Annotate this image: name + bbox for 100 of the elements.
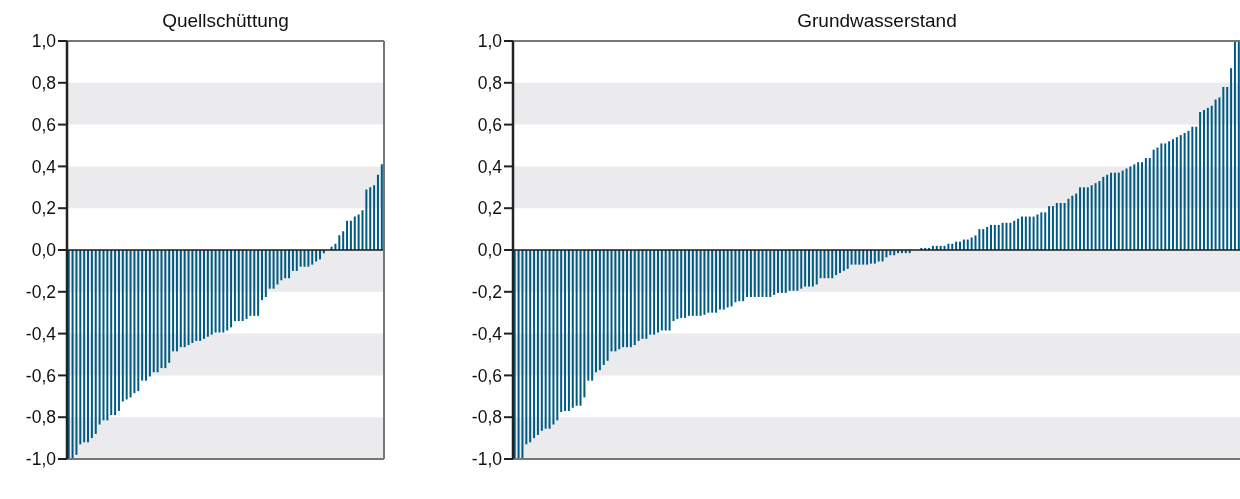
bar xyxy=(129,250,132,398)
bar xyxy=(291,250,294,271)
bar xyxy=(1230,68,1233,250)
bar xyxy=(823,250,826,279)
bar xyxy=(858,250,861,265)
bar xyxy=(680,250,683,318)
bar xyxy=(560,250,563,412)
bar xyxy=(303,250,306,267)
bar xyxy=(268,250,271,289)
bar xyxy=(707,250,710,313)
bar xyxy=(1032,216,1035,250)
bar xyxy=(1148,158,1151,250)
bar xyxy=(1017,218,1020,250)
bar xyxy=(226,250,229,331)
bar xyxy=(703,250,706,315)
bar xyxy=(579,250,582,406)
bar xyxy=(307,250,310,267)
bar xyxy=(1063,202,1066,250)
bar xyxy=(79,250,82,445)
bar xyxy=(993,224,996,250)
bar xyxy=(1206,107,1209,250)
bar xyxy=(357,214,360,250)
bar xyxy=(1164,143,1167,250)
bar xyxy=(230,250,233,328)
bar xyxy=(1171,139,1174,250)
bar xyxy=(622,250,625,348)
bar xyxy=(172,250,175,352)
bar xyxy=(233,250,236,322)
y-tick-label: 0,4 xyxy=(477,156,503,177)
bar xyxy=(1036,214,1039,250)
bar xyxy=(1129,166,1132,250)
y-tick-label: 1,0 xyxy=(31,31,57,52)
bar xyxy=(1175,137,1178,250)
y-tick-label: -1,0 xyxy=(25,449,57,470)
bar xyxy=(175,250,178,352)
bar xyxy=(1086,187,1089,250)
bar xyxy=(276,250,279,285)
bar xyxy=(676,250,679,319)
bar xyxy=(575,250,578,406)
bar xyxy=(237,250,240,322)
y-tick-label: 0,6 xyxy=(477,114,502,135)
bar xyxy=(749,250,752,298)
bar xyxy=(641,250,644,339)
bar xyxy=(1013,220,1016,250)
bar xyxy=(1141,162,1144,250)
bar xyxy=(133,250,136,394)
bar xyxy=(299,250,302,267)
bar xyxy=(1187,130,1190,250)
bar xyxy=(191,250,194,344)
bar xyxy=(257,250,260,316)
bar xyxy=(792,250,795,291)
bar xyxy=(986,227,989,250)
bar xyxy=(365,189,368,250)
bar xyxy=(850,250,853,265)
bar xyxy=(866,250,869,265)
bar xyxy=(978,229,981,250)
bar xyxy=(645,250,648,339)
bar xyxy=(272,250,275,289)
bar xyxy=(1226,86,1229,250)
bar xyxy=(280,250,283,281)
bar xyxy=(819,250,822,279)
y-tick-label: 0,0 xyxy=(477,240,503,261)
bar xyxy=(1051,206,1054,250)
bar xyxy=(164,250,167,369)
bar xyxy=(1106,174,1109,250)
bar xyxy=(862,250,865,265)
bar xyxy=(121,250,124,402)
bar xyxy=(102,250,105,421)
bar xyxy=(1055,202,1058,250)
bar xyxy=(656,250,659,333)
bar xyxy=(761,250,764,298)
bar xyxy=(137,250,140,392)
bar xyxy=(529,250,532,443)
bar xyxy=(253,250,256,316)
bar xyxy=(264,250,267,298)
bar xyxy=(660,250,663,331)
bar xyxy=(548,250,551,429)
bar xyxy=(218,250,221,333)
bar xyxy=(784,250,787,293)
y-tick-label: -0,8 xyxy=(25,407,56,428)
bar xyxy=(349,220,352,250)
bar xyxy=(827,250,830,279)
bar xyxy=(1233,41,1236,250)
bar xyxy=(618,250,621,350)
bar xyxy=(769,250,772,298)
bar xyxy=(203,250,205,339)
y-tick-label: 0,6 xyxy=(31,114,56,135)
bar xyxy=(800,250,803,289)
bar xyxy=(1024,216,1027,250)
bar xyxy=(525,250,528,445)
bar xyxy=(1168,141,1171,250)
bar xyxy=(854,250,857,265)
bar xyxy=(614,250,617,352)
bar xyxy=(1090,185,1093,250)
y-tick-label: 0,8 xyxy=(477,73,502,94)
y-tick-label: 1,0 xyxy=(477,31,503,52)
bar xyxy=(106,250,109,421)
bar xyxy=(726,250,729,308)
bar xyxy=(353,216,356,250)
bar xyxy=(1214,99,1217,250)
